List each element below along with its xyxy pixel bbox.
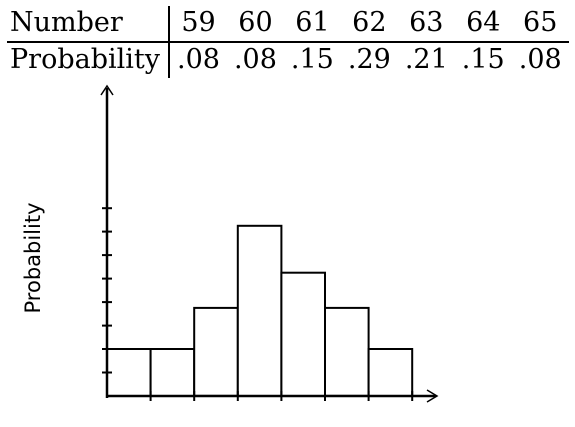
probability-cell: .15	[461, 44, 505, 75]
histogram-bar	[106, 348, 152, 397]
number-cell: 59	[169, 6, 227, 43]
number-cell: 62	[340, 6, 398, 43]
histogram-bar	[324, 306, 370, 397]
probability-cell: .08	[233, 44, 277, 75]
probability-cell: .29	[347, 44, 391, 75]
histogram-bar	[149, 348, 196, 397]
number-cell: 61	[283, 6, 341, 43]
histogram-bar	[367, 348, 414, 397]
distribution-table-wrap: Number 59 60 61 62 63 64 65 Probability …	[7, 6, 569, 78]
histogram-bars	[106, 224, 414, 398]
histogram-bar	[280, 271, 326, 398]
probability-row: Probability .08 .08 .15 .29 .21 .15 .08	[7, 42, 569, 78]
number-cell: 60	[226, 6, 284, 43]
x-axis-arrow	[426, 389, 439, 403]
probability-row-header: Probability	[7, 42, 171, 78]
number-row-header: Number	[7, 6, 171, 43]
probability-cell: .15	[290, 44, 334, 75]
y-axis-arrow	[100, 84, 114, 96]
number-cell: 65	[511, 6, 569, 43]
histogram-bar	[236, 224, 283, 397]
histogram-axes	[100, 84, 439, 403]
histogram-bar	[193, 306, 239, 397]
probability-cell: .08	[518, 44, 562, 75]
probability-cell: .21	[404, 44, 448, 75]
number-row: Number 59 60 61 62 63 64 65	[7, 6, 569, 43]
probability-cell: .08	[177, 44, 220, 75]
number-cell: 63	[397, 6, 455, 43]
y-axis-label: Probability	[21, 202, 45, 313]
number-cell: 64	[454, 6, 512, 43]
distribution-table: Number 59 60 61 62 63 64 65 Probability …	[7, 6, 569, 78]
